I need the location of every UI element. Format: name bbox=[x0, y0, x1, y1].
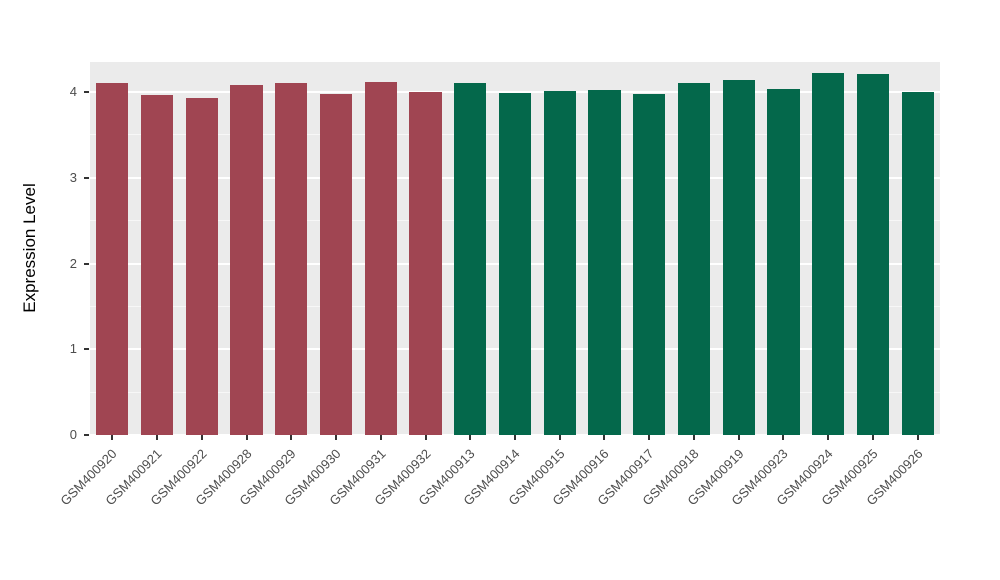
bar bbox=[677, 82, 711, 435]
x-tick-mark bbox=[424, 435, 427, 440]
y-tick-label: 3 bbox=[69, 169, 77, 185]
bar bbox=[364, 81, 397, 435]
bar bbox=[275, 82, 308, 435]
x-axis: GSM400920 GSM400921 GSM400922 GSM400928 GSM4… bbox=[58, 435, 940, 575]
x-tick-mark bbox=[379, 435, 382, 440]
bar bbox=[767, 88, 800, 435]
bar bbox=[185, 98, 218, 435]
bar bbox=[588, 90, 621, 435]
bar bbox=[543, 91, 576, 435]
bar bbox=[856, 74, 889, 435]
x-tick-mark bbox=[245, 435, 248, 440]
x-tick-mark bbox=[737, 435, 740, 440]
bar bbox=[454, 83, 487, 435]
y-tick-label: 4 bbox=[69, 84, 77, 100]
x-tick-mark bbox=[200, 435, 203, 440]
gridline-major bbox=[90, 91, 940, 94]
y-axis: 0 1 2 3 4 bbox=[0, 62, 90, 442]
x-tick-mark bbox=[156, 435, 159, 440]
bar bbox=[319, 93, 353, 435]
x-tick-mark bbox=[514, 435, 516, 440]
y-tick-label: 2 bbox=[69, 255, 77, 271]
y-tick-mark bbox=[84, 176, 89, 179]
x-tick-mark bbox=[916, 435, 919, 440]
x-tick-mark bbox=[871, 435, 874, 440]
y-tick-mark bbox=[84, 348, 89, 351]
x-tick-mark bbox=[111, 435, 114, 440]
bar bbox=[498, 92, 532, 435]
x-tick-mark bbox=[558, 435, 561, 440]
y-tick-label: 0 bbox=[69, 427, 77, 442]
bar bbox=[722, 80, 755, 435]
bar bbox=[901, 92, 934, 435]
y-tick-mark bbox=[84, 434, 89, 436]
x-tick-mark bbox=[603, 435, 606, 440]
x-tick-mark bbox=[648, 435, 651, 440]
bar bbox=[409, 92, 442, 435]
bar bbox=[141, 94, 174, 435]
bar bbox=[230, 85, 263, 435]
x-tick-mark bbox=[827, 435, 830, 440]
y-tick-mark bbox=[84, 262, 89, 265]
x-tick-mark bbox=[335, 435, 338, 440]
x-tick-mark bbox=[782, 435, 785, 440]
plot-panel bbox=[90, 62, 940, 436]
bar bbox=[633, 93, 666, 435]
x-tick-mark bbox=[469, 435, 472, 440]
x-tick-mark bbox=[692, 435, 695, 440]
y-tick-mark bbox=[84, 91, 89, 94]
y-tick-label: 1 bbox=[69, 341, 77, 357]
bar bbox=[96, 83, 129, 435]
x-tick-mark bbox=[290, 435, 293, 440]
bar bbox=[812, 73, 845, 435]
